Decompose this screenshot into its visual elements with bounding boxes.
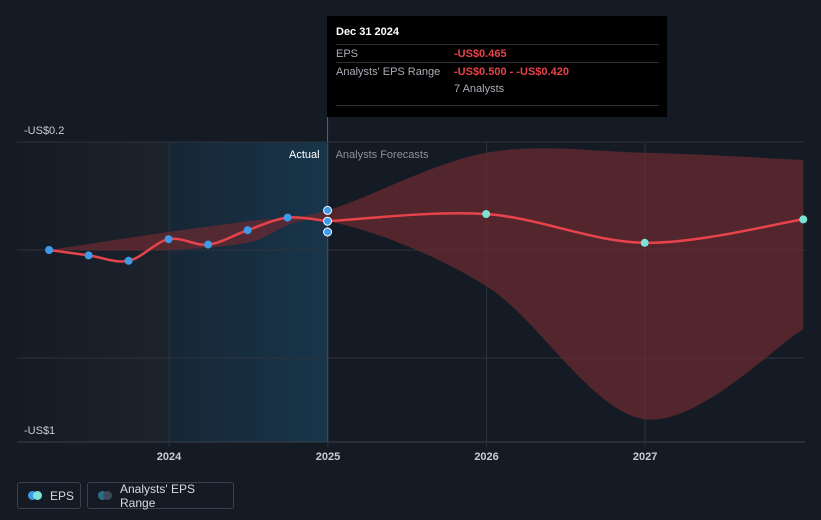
tooltip-date: Dec 31 2024 — [336, 26, 399, 38]
actual-region-label: Actual — [289, 149, 320, 161]
tooltip-eps-value: -US$0.465 — [454, 47, 507, 60]
actual-region — [17, 142, 169, 442]
tooltip-eps-row: EPS -US$0.465 — [336, 44, 659, 62]
tooltip-range-row: Analysts' EPS Range -US$0.500 - -US$0.42… — [336, 62, 659, 80]
highlight-marker-1 — [323, 216, 333, 226]
tooltip-range-value: -US$0.500 - -US$0.420 — [454, 65, 569, 78]
x-tick-label-2026: 2026 — [474, 451, 498, 463]
chart-background-layer — [17, 16, 329, 442]
forecast-region-label: Analysts Forecasts — [336, 149, 429, 161]
x-tick-label-2024: 2024 — [157, 451, 182, 463]
y-tick-label-bottom: -US$1 — [24, 425, 55, 437]
highlight-band — [169, 142, 328, 442]
legend-range-label: Analysts' EPS Range — [120, 481, 195, 510]
analysts-range-band — [49, 148, 804, 420]
eps-tooltip: Dec 31 2024 EPS -US$0.465 Analysts' EPS … — [327, 16, 667, 117]
x-tick-label-2027: 2027 — [633, 451, 657, 463]
eps-point-actual-0 — [45, 246, 54, 254]
analysts-range-layer — [49, 148, 804, 420]
x-tick-label-2025: 2025 — [316, 451, 340, 463]
axis-labels-layer: -US$0.2 -US$1 2024 2025 2026 2027 Actual Analys… — [24, 125, 657, 463]
highlight-marker-0 — [323, 205, 333, 215]
eps-point-actual-2 — [124, 256, 133, 265]
range-swatch-icon — [98, 491, 112, 500]
eps-point-actual-6 — [283, 213, 292, 222]
eps-point-forecast-2 — [640, 238, 649, 247]
eps-line-forecast — [327, 211, 804, 245]
eps-point-actual-1 — [84, 251, 93, 260]
tooltip-analysts-row: 7 Analysts — [336, 80, 659, 97]
tooltip-divider — [336, 105, 659, 106]
eps-swatch-icon — [28, 491, 42, 500]
tooltip-analysts-count: 7 Analysts — [454, 82, 505, 95]
eps-point-actual-4 — [204, 240, 213, 249]
tooltip-range-label: Analysts' EPS Range — [336, 65, 441, 78]
eps-point-actual-5 — [243, 226, 252, 235]
legend-eps-label: EPS — [50, 488, 75, 503]
y-tick-label-top: -US$0.2 — [24, 125, 64, 137]
legend-range-button[interactable]: Analysts' EPS Range — [87, 481, 234, 510]
eps-point-forecast-1 — [482, 210, 491, 218]
highlight-marker-2 — [323, 227, 333, 237]
legend-eps-button[interactable]: EPS — [17, 482, 81, 509]
eps-points-layer — [45, 205, 808, 265]
tooltip-eps-label: EPS — [336, 47, 359, 60]
eps-point-forecast-3 — [799, 215, 808, 224]
eps-point-actual-3 — [164, 235, 173, 244]
